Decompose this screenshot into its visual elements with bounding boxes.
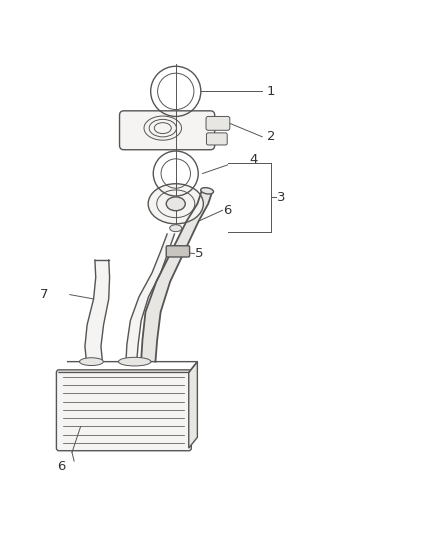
Ellipse shape [148,184,203,224]
Text: 6: 6 [223,204,232,217]
Ellipse shape [201,188,213,194]
FancyBboxPatch shape [206,133,227,145]
FancyBboxPatch shape [206,116,230,130]
Text: 1: 1 [267,85,275,98]
Text: 4: 4 [249,153,258,166]
Text: 7: 7 [39,288,48,301]
Text: 2: 2 [267,130,275,143]
Ellipse shape [118,357,151,366]
Polygon shape [141,191,212,361]
Polygon shape [126,234,174,360]
Ellipse shape [80,358,103,366]
FancyBboxPatch shape [120,111,215,150]
Polygon shape [189,361,198,448]
Text: 3: 3 [277,191,286,204]
Text: 5: 5 [195,247,204,260]
Ellipse shape [166,197,185,211]
Ellipse shape [170,225,182,232]
Text: 6: 6 [57,460,65,473]
Polygon shape [85,260,110,359]
FancyBboxPatch shape [166,246,190,257]
FancyBboxPatch shape [57,370,191,451]
